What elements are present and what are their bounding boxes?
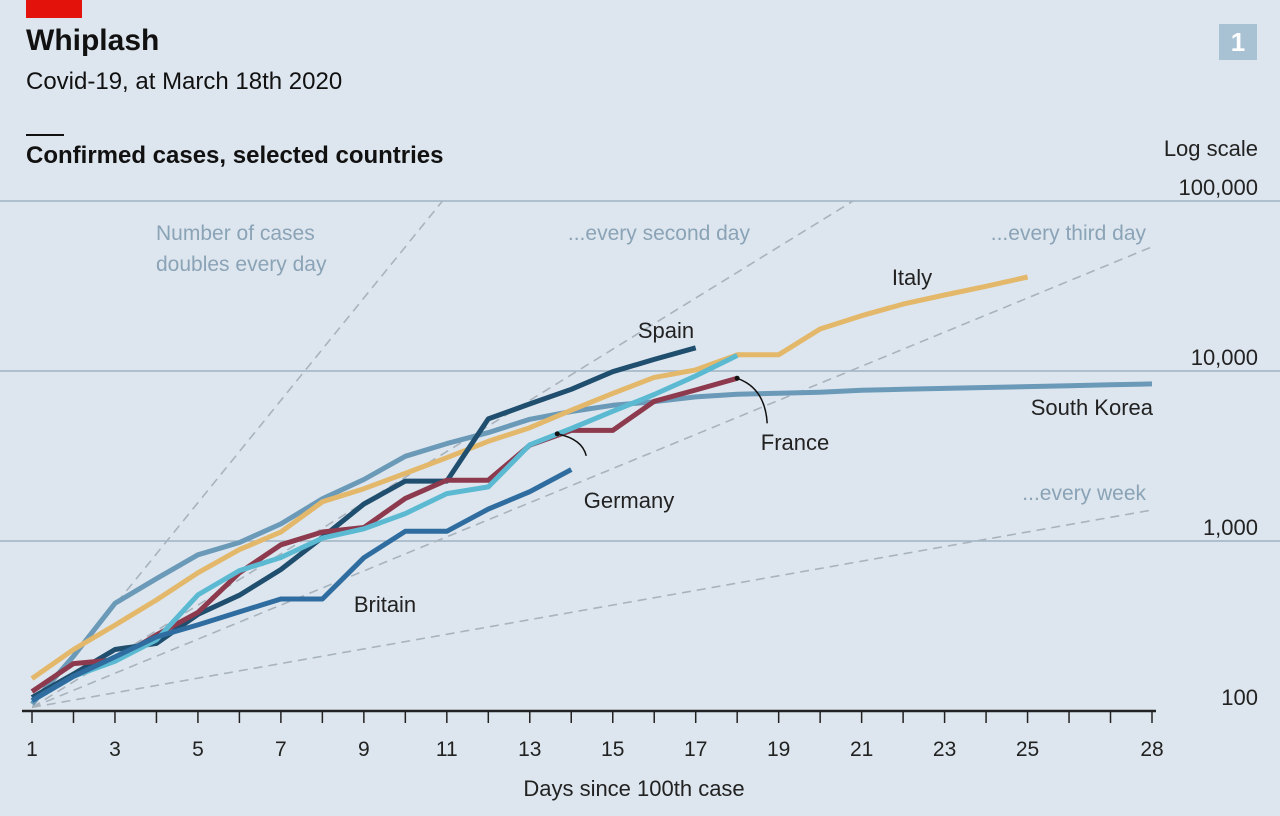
brand-bar <box>26 0 82 18</box>
x-tick-label-25: 25 <box>1016 738 1039 761</box>
series-label-britain: Britain <box>354 592 416 617</box>
series-line-britain <box>30 467 573 703</box>
x-tick-label-5: 5 <box>192 738 204 761</box>
title-rule <box>26 134 64 136</box>
doubling-line-1-day <box>32 201 444 708</box>
x-tick-label-1: 1 <box>26 738 38 761</box>
series-label-france: France <box>761 430 829 455</box>
series-label-south-korea: South Korea <box>1031 395 1154 420</box>
series-label-spain: Spain <box>638 318 694 343</box>
france-label-connector <box>736 377 768 424</box>
series-lines <box>30 274 1153 706</box>
x-tick-label-15: 15 <box>601 738 624 761</box>
log-scale-label: Log scale <box>1164 136 1258 161</box>
y-tick-label-1000: 1,000 <box>1203 515 1258 540</box>
x-tick-label-7: 7 <box>275 738 287 761</box>
x-tick-label-9: 9 <box>358 738 370 761</box>
annotation-doubles-every-day-2: doubles every day <box>156 253 327 276</box>
chart-heading: Whiplash <box>26 24 160 57</box>
y-tick-label-100000: 100,000 <box>1178 175 1258 200</box>
text-labels: Log scale Number of cases doubles every … <box>156 136 1258 801</box>
annotation-every-week: ...every week <box>1022 482 1146 505</box>
doubling-reference-lines <box>32 201 1152 709</box>
doubling-line-2-day <box>32 201 855 709</box>
y-tick-label-10000: 10,000 <box>1191 345 1258 370</box>
chart-subtitle: Covid-19, at March 18th 2020 <box>26 68 343 95</box>
x-tick-label-21: 21 <box>850 738 873 761</box>
chart-number-badge: 1 <box>1219 24 1257 60</box>
x-axis: 1 3 5 7 9 11 13 15 17 19 21 23 25 28 <box>22 709 1164 761</box>
x-tick-label-13: 13 <box>518 738 541 761</box>
chart-title: Confirmed cases, selected countries <box>26 142 444 169</box>
x-axis-label: Days since 100th case <box>523 776 744 801</box>
france-label-dot <box>734 375 740 381</box>
x-tick-label-28: 28 <box>1140 738 1163 761</box>
series-label-italy: Italy <box>892 265 932 290</box>
annotation-doubles-every-day-1: Number of cases <box>156 222 315 245</box>
grid-lines: 100 1,000 10,000 100,000 <box>0 175 1280 710</box>
annotation-every-second-day: ...every second day <box>568 222 751 245</box>
x-tick-label-17: 17 <box>684 738 707 761</box>
doubling-line-3-day <box>32 246 1152 709</box>
doubling-line-7-day <box>32 509 1152 709</box>
y-tick-label-100: 100 <box>1221 685 1258 710</box>
germany-label-dot <box>554 431 560 437</box>
series-label-germany: Germany <box>584 488 674 513</box>
x-tick-label-19: 19 <box>767 738 790 761</box>
x-tick-label-11: 11 <box>436 738 458 761</box>
series-line-south-korea <box>30 381 1153 706</box>
label-connectors <box>554 375 768 457</box>
x-tick-label-3: 3 <box>109 738 121 761</box>
annotation-every-third-day: ...every third day <box>991 222 1147 245</box>
germany-label-connector <box>557 433 587 457</box>
x-tick-label-23: 23 <box>933 738 956 761</box>
series-line-italy <box>30 274 1029 681</box>
series-line-germany <box>30 353 739 703</box>
